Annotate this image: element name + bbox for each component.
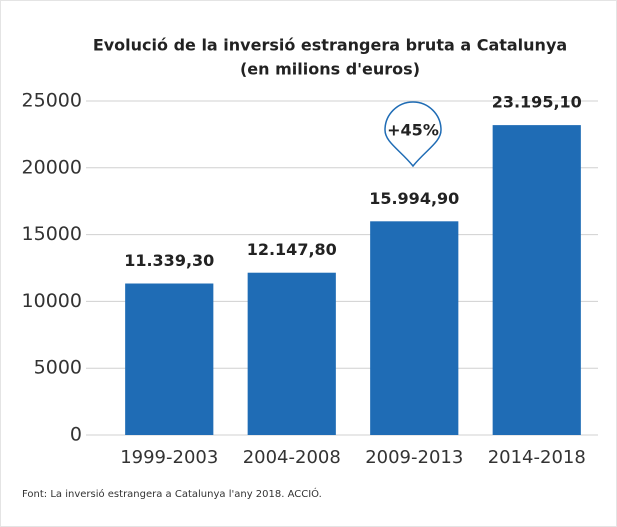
annotation: +45%: [387, 121, 439, 140]
x-tick-label: 2014-2018: [488, 447, 586, 468]
chart-subtitle: (en milions d'euros): [240, 60, 420, 79]
y-tick-label: 0: [70, 424, 82, 446]
x-tick-label: 1999-2003: [120, 447, 218, 468]
y-tick-label: 25000: [22, 90, 82, 112]
value-label: 11.339,30: [124, 251, 214, 270]
bar: [492, 125, 581, 435]
chart-title: Evolució de la inversió estrangera bruta…: [93, 36, 567, 55]
bar: [125, 283, 214, 435]
y-tick-label: 5000: [34, 357, 82, 379]
x-tick-label: 2004-2008: [243, 447, 341, 468]
value-label: 15.994,90: [369, 189, 459, 208]
y-tick-label: 15000: [22, 223, 82, 245]
bar: [370, 221, 459, 435]
value-label: 12.147,80: [247, 240, 337, 259]
y-tick-label: 10000: [22, 290, 82, 312]
value-label: 23.195,10: [492, 93, 582, 112]
balloon-shape: [384, 101, 442, 168]
x-tick-label: 2009-2013: [365, 447, 463, 468]
y-tick-label: 20000: [22, 156, 82, 178]
bar: [247, 272, 336, 435]
annotation-balloon: +45%: [384, 101, 442, 168]
source-note: Font: La inversió estrangera a Catalunya…: [22, 487, 322, 500]
